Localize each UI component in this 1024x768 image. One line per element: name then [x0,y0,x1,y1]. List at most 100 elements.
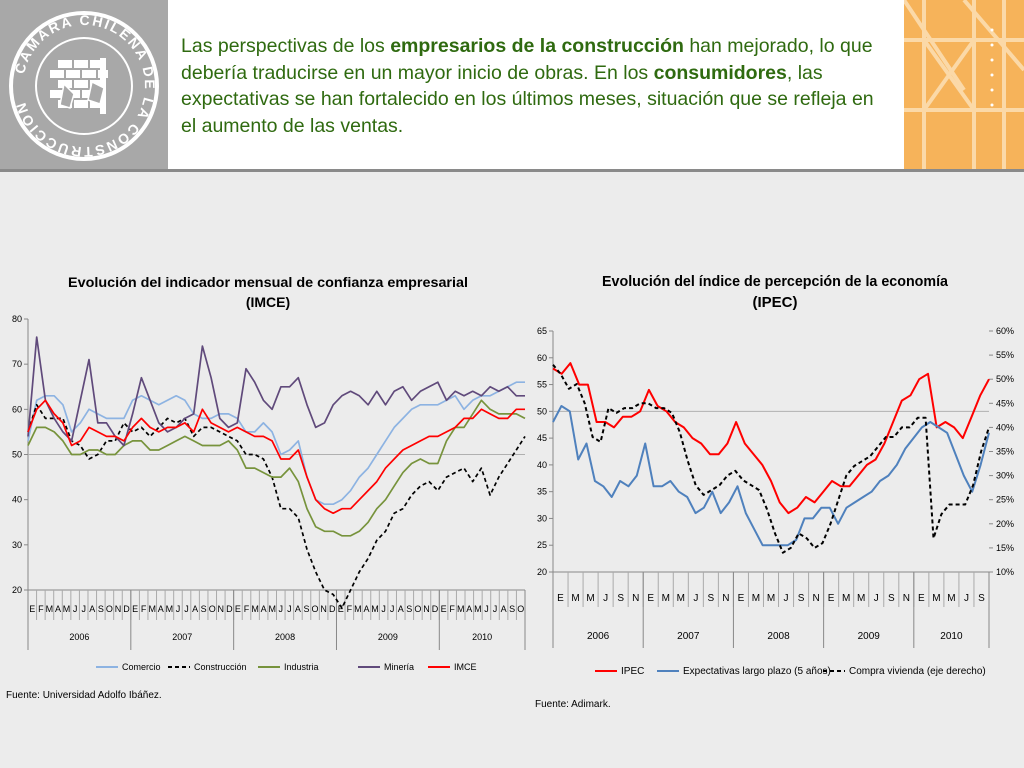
ipec-y-tick-label: 55 [537,380,547,390]
imce-month-label: E [441,604,447,614]
imce-month-label: O [414,604,421,614]
imce-month-label: S [201,604,207,614]
imce-month-label: A [158,604,164,614]
imce-y-tick-label: 20 [12,585,22,595]
imce-month-label: J [81,604,86,614]
imce-legend-label: Minería [384,662,414,672]
ipec-month-label: M [767,593,775,604]
ipec-title: Evolución del índice de percepción de la… [602,273,949,290]
imce-year-label: 2008 [275,632,295,642]
headline-part-1: Las perspectivas de los [181,35,391,57]
imce-year-label: 2007 [172,632,192,642]
ipec-month-label: E [738,593,745,604]
ipec-y-tick-label: 20 [537,567,547,577]
ipec-y2-tick-label: 35% [996,447,1014,457]
ipec-year-label: 2010 [940,631,963,642]
imce-month-label: F [38,604,44,614]
imce-month-label: A [55,604,61,614]
imce-series-line-0 [27,381,525,506]
imce-month-label: A [89,604,95,614]
logo-box: CAMARA CHILENA DE LA CONSTRUCCION [0,0,168,170]
imce-month-label: M [457,604,465,614]
imce-month-label: A [363,604,369,614]
imce-year-label: 2009 [378,632,398,642]
imce-month-label: M [474,604,482,614]
ipec-y-tick-label: 45 [537,433,547,443]
imce-month-label: O [106,604,113,614]
ipec-y2-tick-label: 40% [996,422,1014,432]
ipec-month-label: N [722,593,729,604]
ipec-y-tick-label: 25 [537,540,547,550]
ipec-y-tick-label: 50 [537,406,547,416]
ipec-series-line-0 [552,362,990,515]
ipec-y2-tick-label: 50% [996,374,1014,384]
imce-subtitle: (IMCE) [246,294,290,310]
ipec-y-tick-label: 40 [537,460,547,470]
imce-y-tick-label: 60 [12,404,22,414]
imce-legend-label: Industria [284,662,319,672]
imce-month-label: M [251,604,259,614]
ipec-month-label: E [647,593,654,604]
imce-month-label: A [261,604,267,614]
ipec-y2-tick-label: 10% [996,567,1014,577]
imce-month-label: E [338,604,344,614]
imce-month-label: F [244,604,250,614]
imce-month-label: D [226,604,233,614]
imce-source: Fuente: Universidad Adolfo Ibáñez. [6,690,162,701]
headline-bold-1: empresarios de la construcción [390,35,684,57]
imce-month-label: O [312,604,319,614]
ipec-month-label: M [677,593,685,604]
ipec-y-tick-label: 60 [537,353,547,363]
ipec-month-label: N [812,593,819,604]
ipec-month-label: E [918,593,925,604]
imce-month-label: A [192,604,198,614]
ipec-month-label: N [632,593,639,604]
ipec-month-label: S [978,593,985,604]
imce-month-label: E [29,604,35,614]
header-divider [0,169,1024,172]
ipec-legend-label: IPEC [621,666,644,677]
imce-year-label: 2006 [69,632,89,642]
imce-month-label: J [176,604,181,614]
imce-month-label: M [166,604,174,614]
imce-month-label: N [218,604,225,614]
imce-month-label: S [98,604,104,614]
imce-series-line-2 [27,399,526,537]
imce-legend-label: Comercio [122,662,161,672]
imce-month-label: J [184,604,189,614]
imce-month-label: D [123,604,130,614]
imce-series-line-1 [27,403,526,609]
imce-year-label: 2010 [472,632,492,642]
ipec-month-label: M [586,593,594,604]
ipec-month-label: E [828,593,835,604]
ipec-legend-label: Expectativas largo plazo (5 años) [683,666,831,677]
ipec-month-label: J [693,593,698,604]
imce-month-label: M [371,604,379,614]
imce-month-label: J [484,604,489,614]
ipec-y2-tick-label: 20% [996,519,1014,529]
chamber-logo: CAMARA CHILENA DE LA CONSTRUCCION [9,11,159,161]
decorative-construction-image [904,0,1024,170]
imce-month-label: N [320,604,327,614]
headline-part-3: , las expectativas se han fortalecido en… [181,61,874,137]
imce-month-label: M [268,604,276,614]
imce-series-line-3 [27,336,525,447]
imce-month-label: J [287,604,292,614]
headline-bold-2: consumidores [653,61,787,84]
ipec-year-label: 2007 [677,631,700,642]
imce-month-label: J [73,604,78,614]
ipec-year-label: 2008 [767,631,790,642]
imce-month-label: S [406,604,412,614]
ipec-y-tick-label: 35 [537,487,547,497]
ipec-y2-tick-label: 25% [996,495,1014,505]
ipec-source: Fuente: Adimark. [535,699,611,710]
imce-month-label: M [46,604,54,614]
ipec-y-tick-label: 65 [537,326,547,336]
imce-month-label: O [209,604,216,614]
imce-month-label: F [347,604,353,614]
ipec-month-label: M [662,593,670,604]
ipec-y2-tick-label: 15% [996,543,1014,553]
ipec-legend-label: Compra vivienda (eje derecho) [849,666,986,677]
ipec-month-label: N [903,593,910,604]
ipec-y2-tick-label: 60% [996,326,1014,336]
